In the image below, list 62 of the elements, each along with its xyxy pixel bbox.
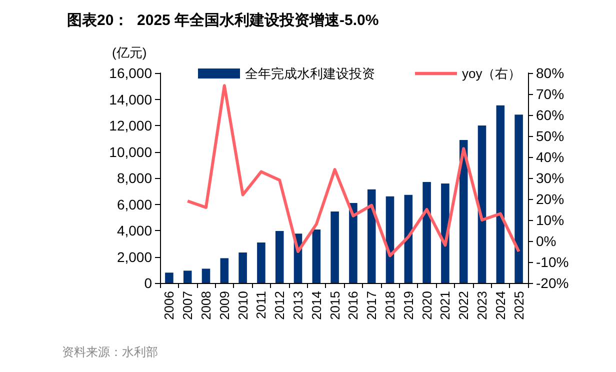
bar (514, 114, 523, 283)
y-tick-label: 16,000 (109, 65, 152, 81)
y-tick-label: 6,000 (116, 196, 152, 212)
x-tick-label: 2016 (346, 291, 361, 320)
y2-tick-label: 40% (536, 149, 564, 165)
x-tick-label: 2025 (511, 291, 526, 320)
y-tick-label: 4,000 (116, 222, 152, 238)
bar (238, 252, 247, 283)
x-tick-label: 2023 (474, 291, 490, 320)
y2-tick-label: 30% (536, 170, 564, 186)
y2-tick-label: 70% (536, 86, 564, 102)
x-tick-label: 2020 (419, 291, 434, 320)
line-series (186, 84, 520, 258)
x-tick-label: 2013 (290, 291, 306, 320)
legend-label: yoy（右） (462, 66, 522, 81)
bar (330, 211, 339, 283)
y2-tick-label: 50% (536, 128, 564, 144)
x-tick-label: 2008 (198, 291, 214, 320)
x-tick-label: 2011 (254, 291, 269, 319)
x-tick-label: 2006 (162, 291, 177, 320)
y-tick-label: 14,000 (109, 91, 152, 108)
y-tick-label: 8,000 (116, 170, 152, 186)
bar (257, 242, 266, 283)
x-tick-label: 2009 (216, 291, 232, 320)
y2-tick-label: 20% (536, 191, 564, 207)
bar (312, 229, 321, 283)
y2-tick-label: -20% (536, 275, 569, 291)
bar (496, 105, 505, 283)
y-axis-title: (亿元) (112, 45, 147, 60)
x-tick-label: 2017 (364, 291, 380, 320)
bar (183, 270, 192, 283)
x-tick-label: 2012 (272, 291, 288, 320)
x-tick-label: 2021 (438, 291, 453, 320)
y2-tick-label: -10% (536, 254, 569, 270)
text: 资料来源：水利部 (62, 345, 158, 359)
y2-tick-label: 10% (536, 212, 564, 228)
chart-title: 图表20： 2025 年全国水利建设投资增速-5.0% (67, 12, 379, 29)
x-tick-label: 2014 (308, 291, 324, 320)
y-tick-label: 0 (144, 275, 152, 291)
bar (220, 258, 229, 283)
x-tick-label: 2018 (382, 291, 398, 320)
bar (202, 268, 210, 283)
y2-tick-label: 80% (536, 65, 564, 81)
x-tick-label: 2024 (492, 291, 508, 320)
bar (404, 194, 413, 283)
bar (165, 272, 174, 283)
x-tick-label: 2015 (327, 291, 342, 320)
y-tick-label: 12,000 (109, 118, 152, 134)
bar (422, 182, 431, 283)
x-tick-label: 2010 (235, 291, 250, 320)
y-tick-label: 2,000 (116, 248, 152, 265)
bar (349, 202, 358, 283)
x-tick-label: 2007 (180, 291, 196, 320)
x-tick-label: 2019 (400, 291, 416, 320)
bar (275, 231, 284, 283)
bar (478, 126, 486, 283)
legend-label: 全年完成水利建设投资 (245, 66, 375, 81)
y2-tick-label: 0% (536, 233, 556, 249)
y2-tick-label: 60% (536, 107, 564, 123)
y-tick-label: 10,000 (109, 144, 152, 160)
bar (367, 189, 376, 283)
x-tick-label: 2022 (456, 291, 472, 320)
